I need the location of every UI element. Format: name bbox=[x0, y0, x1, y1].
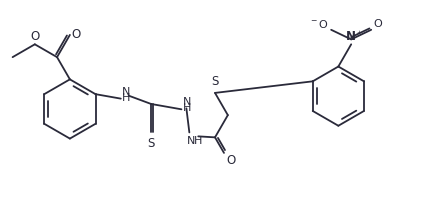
Text: H: H bbox=[194, 136, 203, 146]
Text: O: O bbox=[72, 28, 81, 42]
Text: H: H bbox=[182, 103, 191, 113]
Text: N: N bbox=[187, 136, 196, 146]
Text: N: N bbox=[122, 87, 130, 97]
Text: $^-$O: $^-$O bbox=[309, 18, 329, 30]
Text: O: O bbox=[226, 154, 235, 167]
Text: $^+$: $^+$ bbox=[355, 29, 363, 38]
Text: N: N bbox=[182, 97, 191, 107]
Text: H: H bbox=[122, 93, 130, 103]
Text: O: O bbox=[30, 30, 40, 43]
Text: S: S bbox=[211, 75, 219, 88]
Text: N: N bbox=[346, 30, 356, 43]
Text: O: O bbox=[373, 19, 382, 29]
Text: S: S bbox=[147, 137, 155, 150]
